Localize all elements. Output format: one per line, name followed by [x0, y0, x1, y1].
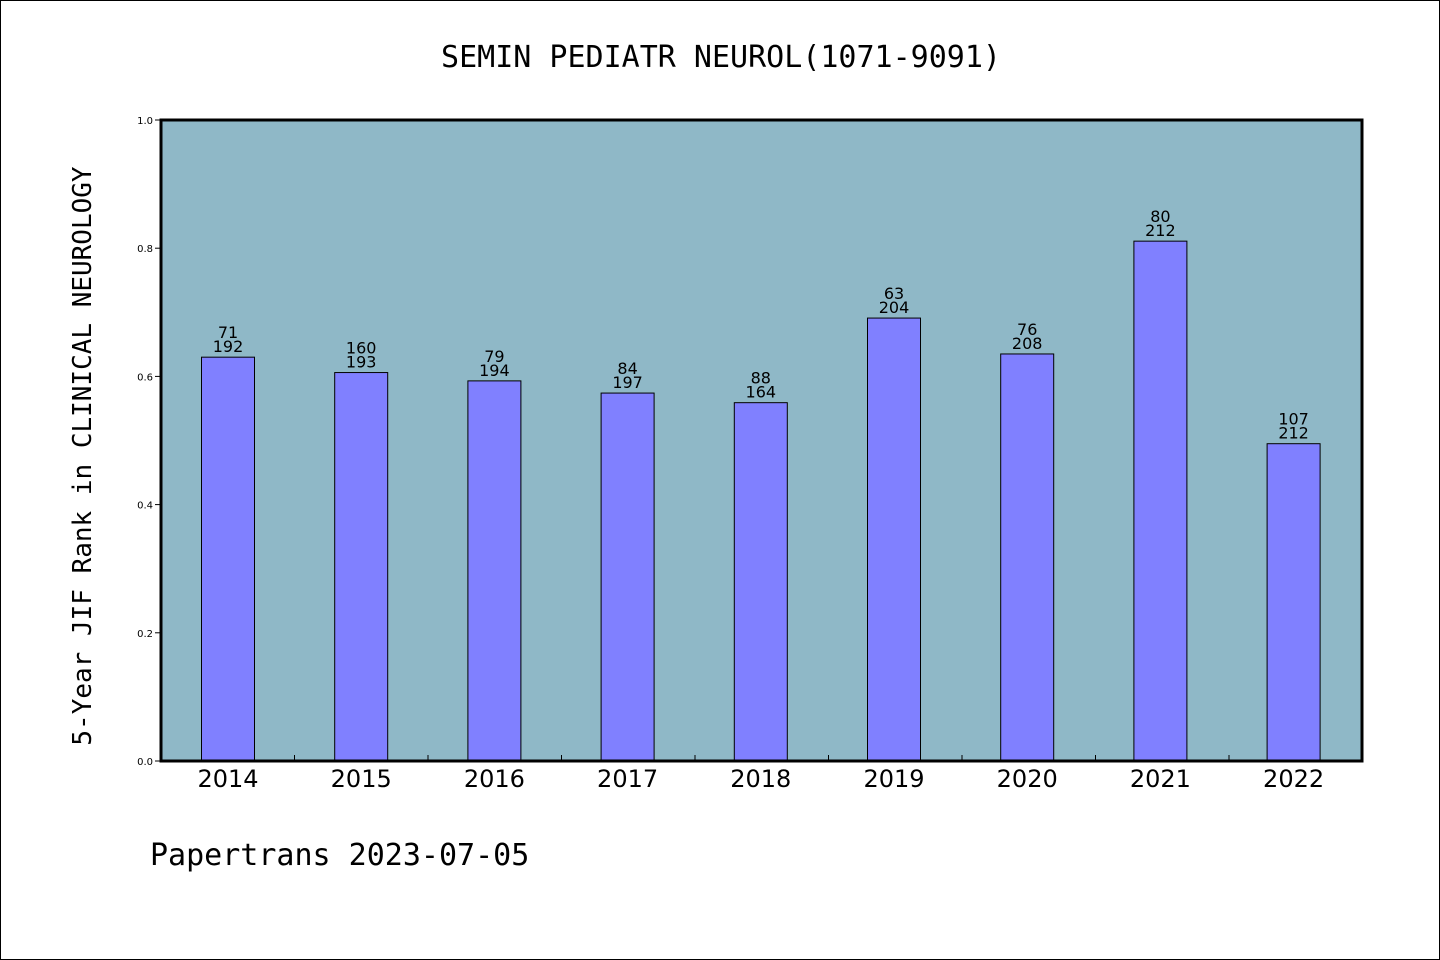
x-tick-label: 2016	[464, 765, 525, 793]
data-label-total: 194	[479, 361, 510, 380]
data-label-rank: 107	[1278, 410, 1309, 429]
bar	[1266, 443, 1321, 762]
y-tick-label: 0.2	[137, 629, 153, 640]
data-label-total: 208	[1012, 334, 1043, 353]
x-tick-label: 2018	[730, 765, 791, 793]
data-label-total: 212	[1278, 424, 1309, 443]
data-label-rank: 160	[346, 339, 377, 358]
data-label-total: 164	[746, 383, 777, 402]
bar	[733, 402, 788, 762]
data-label-rank: 80	[1150, 207, 1170, 226]
bar	[201, 356, 255, 762]
x-tick-label: 2014	[197, 765, 258, 793]
y-tick-label: 0.6	[137, 372, 153, 383]
data-label-rank: 71	[218, 323, 238, 342]
plot-frame	[159, 118, 1364, 763]
x-tick-label: 2017	[597, 765, 658, 793]
data-label-total: 204	[879, 298, 910, 317]
data-label-rank: 76	[1017, 320, 1037, 339]
data-label-rank: 88	[751, 369, 771, 388]
data-label-total: 193	[346, 353, 377, 372]
bar	[600, 392, 655, 762]
y-axis-label: 5-Year JIF Rank in CLINICAL NEUROLOGY	[68, 166, 98, 746]
x-tick-label: 2021	[1130, 765, 1191, 793]
y-tick-label: 1.0	[137, 116, 153, 127]
x-tick-label: 2020	[997, 765, 1058, 793]
bar	[867, 317, 921, 762]
data-label-total: 192	[213, 337, 244, 356]
data-label-rank: 84	[617, 359, 637, 378]
x-tick-label: 2015	[331, 765, 392, 793]
bar	[467, 380, 522, 762]
bar	[1133, 240, 1188, 762]
data-label-total: 212	[1145, 221, 1176, 240]
y-tick-label: 0.8	[137, 244, 153, 255]
chart-title: SEMIN PEDIATR NEUROL(1071-9091)	[441, 40, 1001, 75]
y-tick-label: 0.4	[137, 501, 153, 512]
x-tick-label: 2019	[863, 765, 924, 793]
y-tick-label: 0.0	[137, 757, 153, 768]
data-label-rank: 63	[884, 284, 904, 303]
bar	[334, 372, 389, 762]
x-tick-label: 2022	[1263, 765, 1324, 793]
bar	[1000, 353, 1055, 762]
data-label-total: 197	[612, 373, 643, 392]
footer-text: Papertrans 2023-07-05	[150, 838, 529, 873]
data-label-rank: 79	[484, 347, 504, 366]
